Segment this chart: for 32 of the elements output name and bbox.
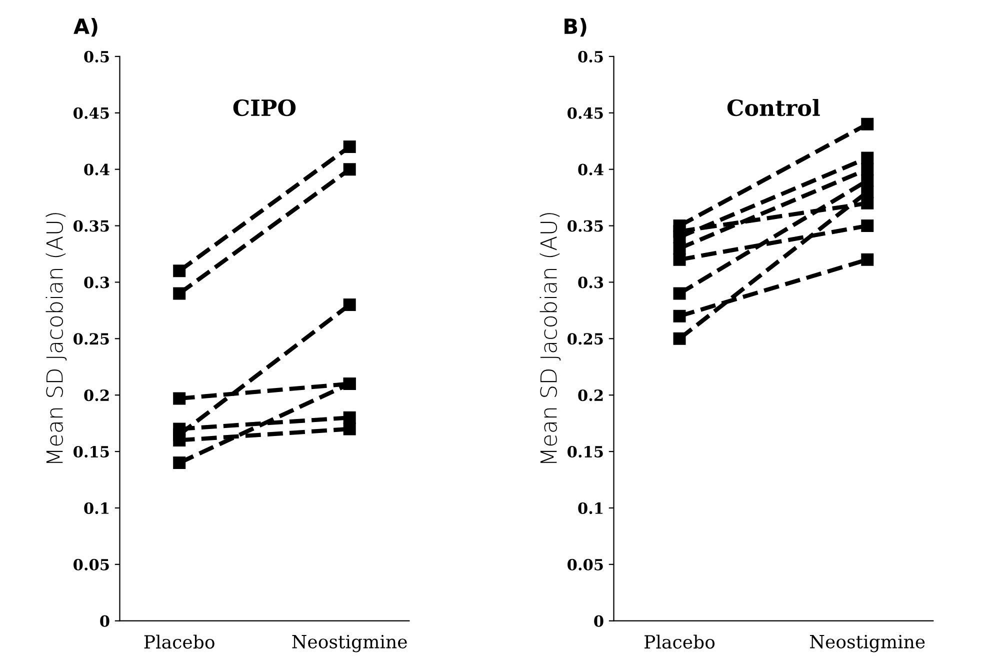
y-axis-title: Mean SD Jacobian (AU) — [540, 213, 561, 463]
y-tick-label: 0 — [100, 615, 110, 627]
y-tick-label: 0.25 — [74, 333, 109, 345]
y-tick-label: 0 — [594, 615, 604, 627]
y-tick-label: 0.2 — [578, 390, 603, 402]
y-tick-label: 0.4 — [578, 164, 604, 176]
x-tick-label: Neostigmine — [292, 634, 407, 652]
text: Control — [727, 98, 820, 116]
x-tick-label: Placebo — [644, 634, 715, 649]
y-tick-label: 0.35 — [568, 220, 603, 232]
y-tick-label: 0.25 — [568, 333, 603, 345]
y-tick-label: 0.45 — [568, 107, 603, 119]
text: A) — [74, 18, 98, 37]
y-tick-label: 0.35 — [74, 220, 109, 232]
y-tick-label: 0.15 — [74, 446, 109, 458]
text: B) — [564, 18, 586, 37]
text: CIPO — [233, 99, 296, 116]
y-tick-label: 0.45 — [74, 107, 109, 119]
y-tick-label: 0.05 — [568, 558, 603, 570]
y-tick-label: 0.5 — [84, 50, 109, 62]
y-tick-label: 0.3 — [578, 276, 604, 288]
y-tick-label: 0.1 — [578, 502, 603, 514]
y-tick-label: 0.4 — [84, 164, 110, 176]
y-tick-label: 0.15 — [568, 446, 603, 458]
y-tick-label: 0.2 — [84, 390, 109, 402]
y-tick-label: 0.5 — [578, 50, 603, 62]
y-axis-title: Mean SD Jacobian (AU) — [46, 213, 67, 463]
y-tick-label: 0.05 — [74, 558, 109, 570]
x-tick-label: Neostigmine — [810, 634, 925, 652]
y-tick-label: 0.1 — [84, 502, 109, 514]
x-tick-label: Placebo — [144, 634, 214, 649]
y-tick-label: 0.3 — [84, 276, 110, 288]
